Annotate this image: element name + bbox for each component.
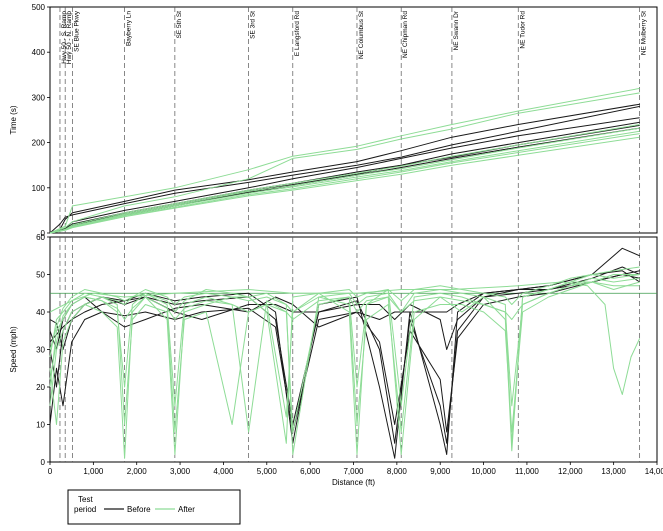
distance-x-tick-label: 2,000 bbox=[127, 467, 148, 476]
legend-before-label: Before bbox=[127, 505, 151, 514]
distance-axis-label: Distance (ft) bbox=[332, 478, 375, 487]
time-panel-series bbox=[49, 87, 640, 234]
distance-x-tick-label: 1,000 bbox=[83, 467, 104, 476]
speed-series-after bbox=[49, 274, 640, 455]
time-y-axis: 0 100 200 300 400 500 bbox=[32, 3, 50, 238]
time-series-before bbox=[49, 103, 640, 234]
street-label: NE Mulberry St bbox=[641, 11, 648, 55]
distance-x-axis: 0 1,000 2,000 3,000 4,000 5,000 6,000 7,000 8,00… bbox=[48, 462, 663, 476]
time-y-tick-label: 400 bbox=[32, 48, 46, 57]
time-y-tick-label: 100 bbox=[32, 184, 46, 193]
time-panel-reference-lines bbox=[59, 7, 641, 233]
speed-series-after bbox=[49, 281, 641, 395]
distance-x-tick-label: 0 bbox=[48, 467, 53, 476]
distance-x-tick-label: 11,000 bbox=[515, 467, 539, 476]
street-label: NE Columbus St bbox=[358, 11, 365, 59]
street-label: Hwy 50 - S. Ramp bbox=[61, 11, 68, 64]
street-label: NE Tudor Rd bbox=[519, 11, 526, 49]
speed-y-tick-label: 40 bbox=[36, 308, 45, 317]
time-series-after bbox=[49, 87, 640, 234]
speed-series-after bbox=[49, 281, 640, 380]
speed-y-tick-label: 50 bbox=[36, 271, 45, 280]
legend-box bbox=[67, 489, 241, 525]
distance-x-tick-label: 6,000 bbox=[300, 467, 321, 476]
legend: Test period Before After bbox=[67, 489, 241, 525]
time-y-tick-label: 200 bbox=[32, 139, 46, 148]
legend-title-line-1: Test bbox=[78, 495, 93, 504]
distance-x-tick-label: 4,000 bbox=[213, 467, 234, 476]
distance-x-tick-label: 7,000 bbox=[343, 467, 364, 476]
distance-x-tick-label: 10,000 bbox=[471, 467, 496, 476]
speed-panel-series bbox=[49, 247, 641, 459]
speed-y-tick-label: 0 bbox=[41, 458, 46, 467]
distance-x-tick-label: 5,000 bbox=[257, 467, 278, 476]
speed-panel: 0 10 20 30 40 50 60 0 1,000 2,000 3,000 4,000 5,000… bbox=[9, 233, 663, 487]
speed-series-after bbox=[49, 266, 640, 350]
legend-title-line-2: period bbox=[74, 505, 96, 514]
time-axis-label: Time (s) bbox=[9, 105, 18, 134]
speed-y-tick-label: 30 bbox=[36, 346, 45, 355]
street-label: SE 5th St bbox=[176, 11, 183, 39]
time-y-tick-label: 0 bbox=[41, 229, 46, 238]
street-label: Bayberry Ln bbox=[126, 11, 133, 46]
time-y-tick-label: 500 bbox=[32, 3, 46, 12]
speed-y-tick-label: 10 bbox=[36, 421, 45, 430]
distance-x-tick-label: 13,000 bbox=[601, 467, 626, 476]
time-series-after bbox=[49, 92, 640, 234]
speed-series-after bbox=[49, 277, 640, 433]
distance-x-tick-label: 3,000 bbox=[170, 467, 191, 476]
street-label: E Langsford Rd bbox=[294, 11, 301, 57]
time-series-after bbox=[49, 136, 640, 234]
legend-after-label: After bbox=[178, 505, 195, 514]
street-label: NE Swann Dr bbox=[453, 10, 460, 50]
speed-series-before bbox=[49, 274, 640, 433]
time-y-tick-label: 300 bbox=[32, 93, 46, 102]
street-label: SE 3rd St bbox=[250, 11, 257, 39]
time-series-before bbox=[49, 105, 640, 234]
speed-y-tick-label: 60 bbox=[36, 233, 45, 242]
distance-x-tick-label: 12,000 bbox=[558, 467, 583, 476]
street-label: SE Blue Pkwy bbox=[74, 10, 81, 52]
street-label: NE Chipman Rd bbox=[402, 11, 409, 58]
speed-axis-label: Speed (mph) bbox=[9, 326, 18, 373]
time-panel-frame bbox=[49, 6, 658, 234]
speed-series-after bbox=[49, 274, 640, 459]
speed-y-axis: 0 10 20 30 40 50 60 bbox=[36, 233, 50, 467]
speed-y-tick-label: 20 bbox=[36, 383, 45, 392]
street-label: Hwy 50 - N. Ramp bbox=[66, 11, 73, 64]
distance-x-tick-label: 8,000 bbox=[387, 467, 408, 476]
distance-x-tick-label: 9,000 bbox=[430, 467, 451, 476]
distance-x-tick-label: 14,000 bbox=[645, 467, 663, 476]
